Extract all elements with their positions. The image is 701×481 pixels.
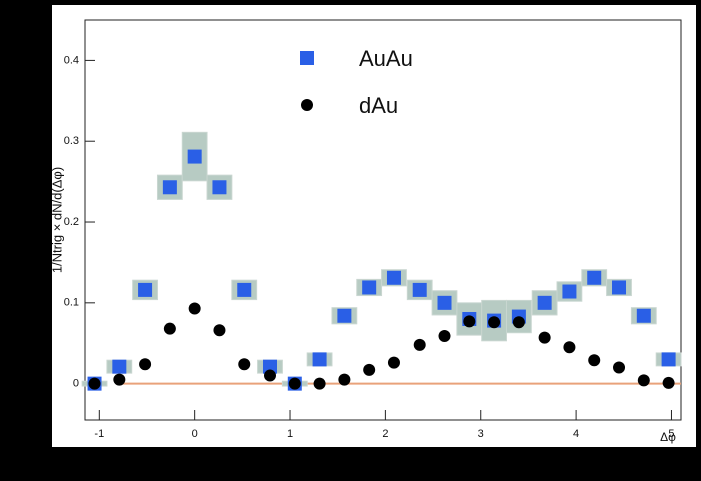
y-axis-label: 1/Ntrig × dN/d(Δφ)	[49, 167, 64, 273]
marker	[138, 283, 152, 297]
marker	[587, 271, 601, 285]
marker	[663, 377, 675, 389]
x-tick-label: 1	[287, 428, 293, 440]
marker	[414, 339, 426, 351]
marker	[513, 316, 525, 328]
x-tick-label: 4	[573, 428, 579, 440]
marker	[237, 283, 251, 297]
marker	[413, 283, 427, 297]
x-tick-label: 2	[382, 428, 388, 440]
marker	[338, 374, 350, 386]
marker	[213, 324, 225, 336]
marker	[612, 280, 626, 294]
marker	[188, 150, 202, 164]
x-tick-label: 0	[192, 428, 198, 440]
marker	[538, 296, 552, 310]
legend-label: AuAu	[359, 46, 413, 71]
marker	[212, 180, 226, 194]
marker	[637, 309, 651, 323]
panel	[52, 5, 696, 447]
marker	[113, 374, 125, 386]
marker	[638, 374, 650, 386]
marker	[314, 378, 326, 390]
marker	[112, 360, 126, 374]
marker	[438, 296, 452, 310]
legend-label: dAu	[359, 93, 398, 118]
x-tick-label: 5	[668, 428, 674, 440]
marker	[89, 378, 101, 390]
legend-marker	[300, 51, 314, 65]
marker	[488, 316, 500, 328]
marker	[563, 341, 575, 353]
marker	[289, 378, 301, 390]
page: {"chart_data": { "type": "scatter", "y_l…	[0, 0, 701, 476]
marker	[362, 280, 376, 294]
marker	[264, 370, 276, 382]
marker	[463, 315, 475, 327]
marker	[189, 302, 201, 314]
marker	[387, 271, 401, 285]
y-tick-label: 0.1	[64, 297, 79, 309]
marker	[588, 354, 600, 366]
marker	[388, 357, 400, 369]
marker	[439, 330, 451, 342]
x-tick-label: -1	[94, 428, 104, 440]
marker	[562, 285, 576, 299]
marker	[238, 358, 250, 370]
marker	[139, 358, 151, 370]
y-tick-label: 0	[73, 378, 79, 390]
marker	[313, 352, 327, 366]
chart: 1/Ntrig × dN/d(Δφ) Δφ 00.10.20.30.4-1012…	[0, 0, 701, 476]
marker	[164, 323, 176, 335]
marker	[363, 364, 375, 376]
marker	[163, 180, 177, 194]
marker	[662, 352, 676, 366]
y-tick-label: 0.2	[64, 216, 79, 228]
legend-marker	[301, 99, 313, 111]
y-tick-label: 0.4	[64, 54, 79, 66]
marker	[337, 309, 351, 323]
marker	[613, 361, 625, 373]
x-tick-label: 3	[478, 428, 484, 440]
marker	[539, 332, 551, 344]
y-tick-label: 0.3	[64, 135, 79, 147]
